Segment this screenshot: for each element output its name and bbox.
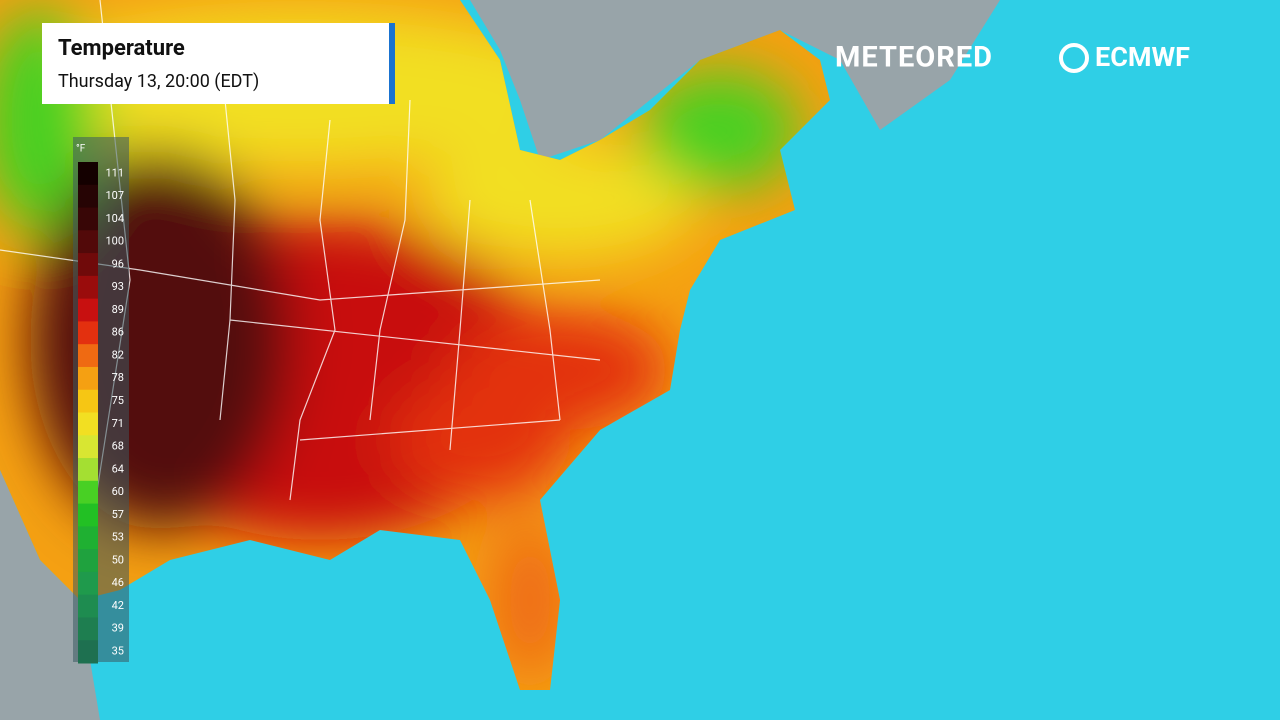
legend-swatch: [78, 184, 98, 209]
legend-swatch: [78, 344, 98, 368]
legend-label: 100: [105, 235, 124, 248]
legend-swatch: [78, 526, 98, 550]
legend-label: 39: [112, 622, 124, 635]
legend-label: 75: [112, 394, 124, 407]
legend-swatch: [78, 571, 98, 596]
legend-swatch: [78, 458, 98, 482]
legend-label: 96: [112, 257, 124, 270]
state-borders: [0, 0, 601, 601]
title-accent: [389, 23, 395, 104]
legend-label: 82: [112, 348, 124, 361]
canada: [470, 0, 1000, 160]
legend-swatch: [78, 549, 98, 573]
legend-label: 78: [112, 371, 124, 384]
legend-swatch: [78, 298, 98, 322]
legend-label: 46: [112, 576, 124, 589]
title: Temperature: [58, 36, 185, 61]
legend-unit: °F: [76, 144, 86, 155]
legend-label: 60: [112, 485, 124, 498]
legend-swatch: [78, 389, 98, 413]
legend-swatch: [78, 253, 98, 277]
legend-label: 111: [105, 166, 124, 179]
legend-swatch: [78, 207, 98, 231]
legend-swatch: [78, 162, 98, 186]
brand-icon: [1059, 43, 1089, 73]
legend-swatch: [78, 230, 98, 254]
legend-label: 42: [112, 599, 124, 612]
legend-swatch: [78, 321, 98, 345]
legend-label: 64: [112, 462, 124, 475]
title-box: [42, 23, 392, 104]
legend-label: 68: [112, 440, 124, 453]
legend-swatch: [78, 275, 98, 300]
legend-swatch: [78, 594, 98, 618]
legend-swatch: [78, 366, 98, 391]
legend-label: 104: [105, 212, 124, 225]
legend-label: 86: [112, 326, 124, 339]
subtitle: Thursday 13, 20:00 (EDT): [58, 71, 259, 92]
legend-swatch: [78, 617, 98, 641]
legend-label: 89: [112, 303, 124, 316]
legend-swatch: [78, 435, 98, 459]
legend: 111 107 104 100 96 93 89 86 82 78 75 71 68 64 60 57 53 50…: [78, 162, 124, 664]
legend-label: 50: [112, 553, 124, 566]
legend-label: 107: [105, 189, 124, 202]
legend-label: 93: [112, 280, 124, 293]
legend-label: 57: [112, 508, 124, 521]
brand-logo: ECMWF: [1095, 41, 1190, 73]
legend-swatch: [78, 412, 98, 436]
brand-logo: METEORED: [835, 41, 993, 75]
legend-swatch: [78, 480, 98, 505]
legend-swatch: [78, 503, 98, 527]
legend-label: 53: [112, 531, 124, 544]
temperature-field: [0, 0, 830, 690]
legend-label: 71: [112, 417, 124, 430]
legend-swatch: [78, 640, 98, 664]
legend-label: 35: [112, 645, 124, 658]
